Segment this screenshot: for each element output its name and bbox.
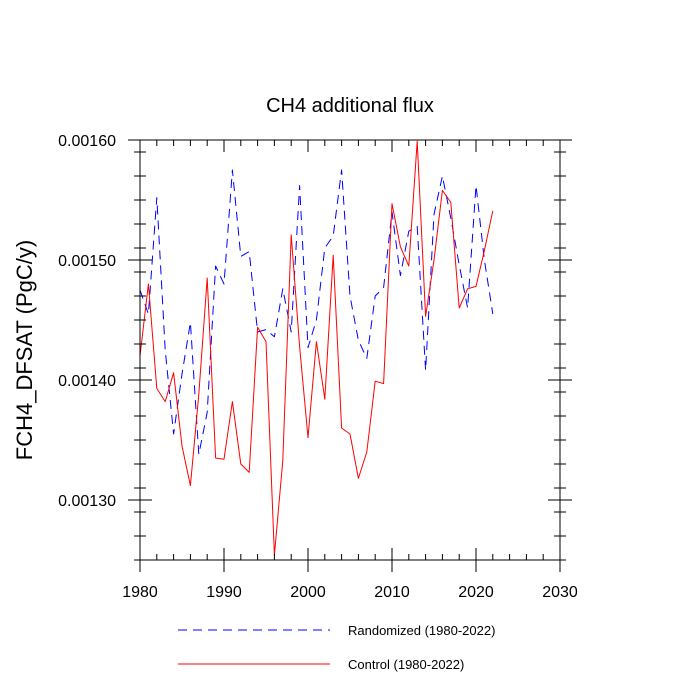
legend-label-randomized: Randomized (1980-2022) (348, 623, 495, 638)
y-tick-label: 0.00130 (58, 493, 116, 510)
plot-area: 1980 1990 2000 2010 2020 2030 0.00130 0.00140 0.… (58, 133, 578, 601)
series-line-randomized (139, 169, 494, 455)
y-axis-label: FCH4_DFSAT (PgC/y) (12, 240, 37, 460)
ticks-layer: 1980 1990 2000 2010 2020 2030 0.00130 0.00140 0.… (58, 133, 578, 601)
x-tick-label: 1980 (122, 584, 158, 601)
plot-frame (139, 139, 561, 561)
x-tick-label: 1990 (206, 584, 242, 601)
series-layer (139, 140, 494, 556)
y-tick-label: 0.00160 (58, 133, 116, 150)
x-tick-label: 2000 (290, 584, 326, 601)
x-tick-label: 2020 (458, 584, 494, 601)
y-tick-label: 0.00140 (58, 373, 116, 390)
x-tick-label: 2010 (374, 584, 410, 601)
legend-label-control: Control (1980-2022) (348, 657, 464, 672)
series-line-control (139, 140, 494, 556)
y-tick-label: 0.00150 (58, 253, 116, 270)
chart-title: CH4 additional flux (266, 95, 434, 117)
x-tick-label: 2030 (542, 584, 578, 601)
legend: Randomized (1980-2022) Control (1980-202… (178, 623, 495, 672)
